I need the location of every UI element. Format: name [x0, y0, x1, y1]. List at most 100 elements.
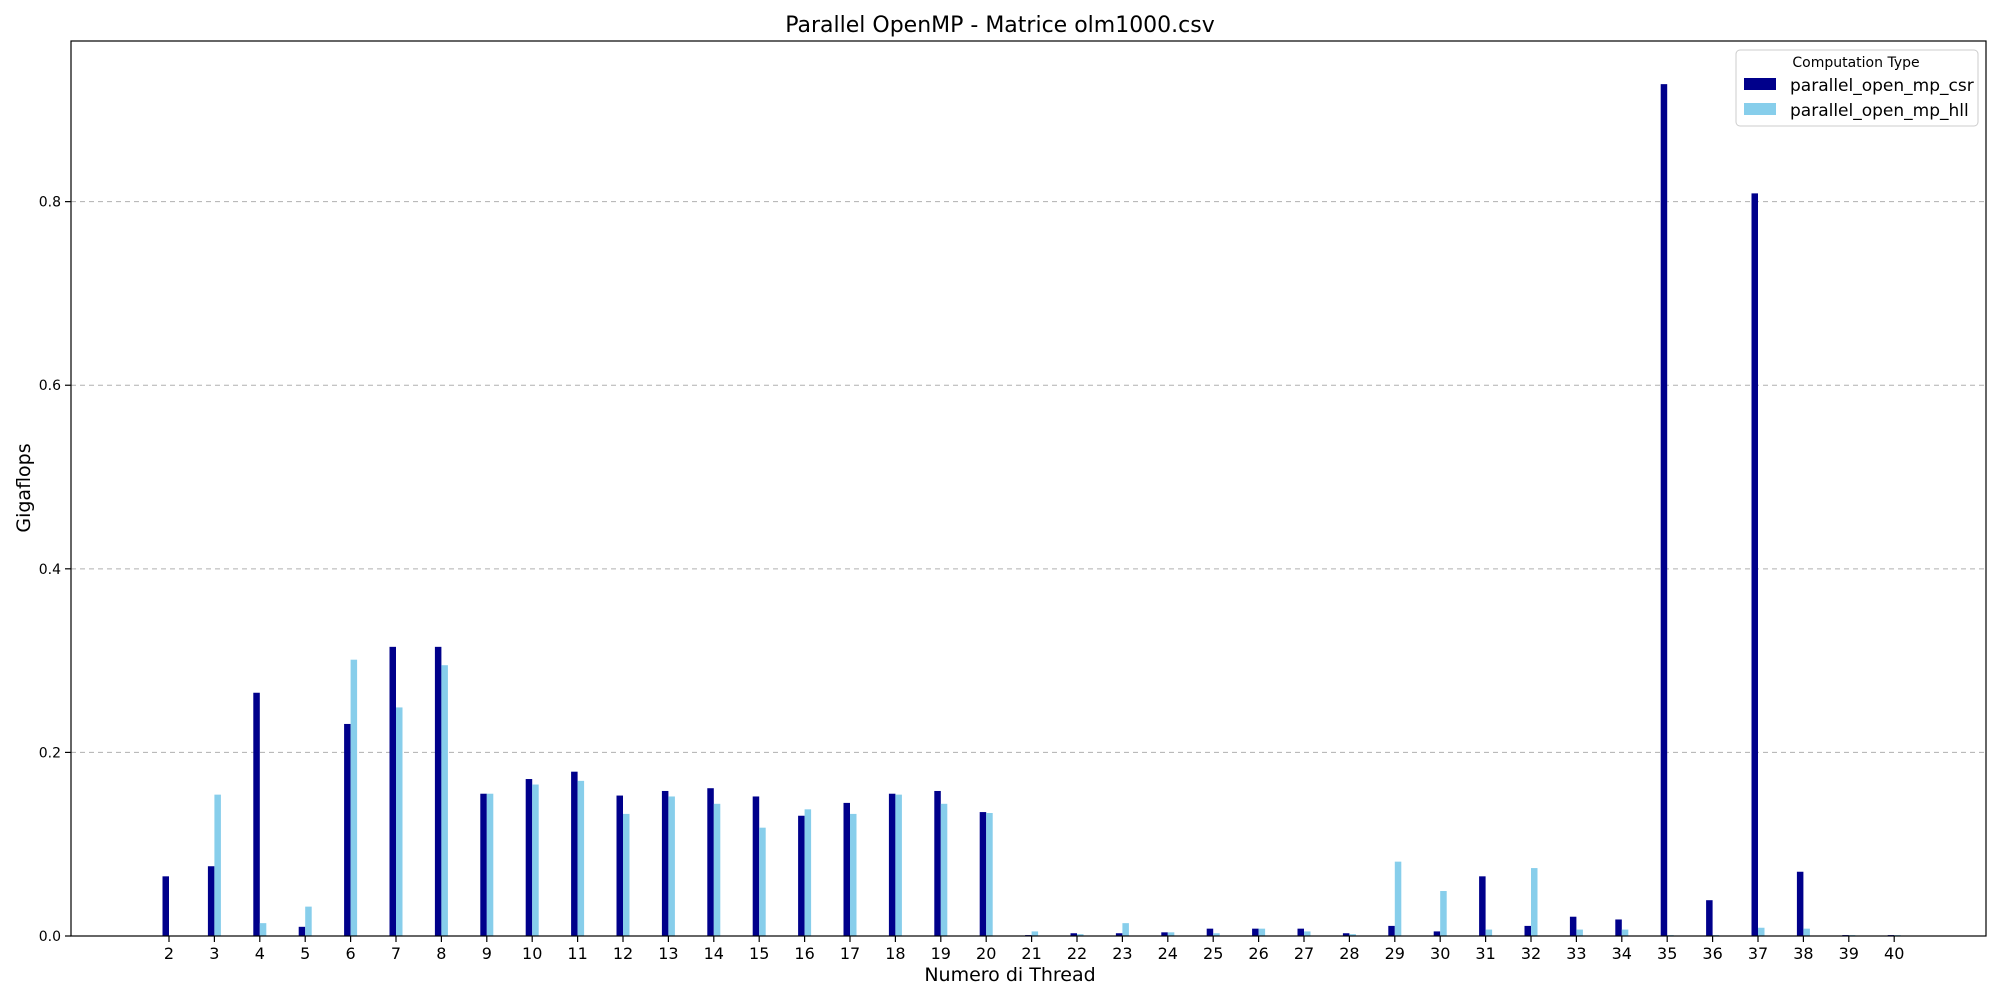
- bar-csr-3: [207, 866, 215, 936]
- bar-hll-16: [804, 809, 812, 936]
- bar-hll-24: [1167, 932, 1175, 936]
- bar-csr-25: [1206, 928, 1214, 936]
- bar-hll-33: [1576, 929, 1583, 936]
- bar-csr-31: [1479, 876, 1486, 936]
- bar-hll-17: [850, 813, 857, 936]
- bar-csr-16: [798, 815, 805, 936]
- bar-csr-36: [1706, 900, 1713, 936]
- legend-label-csr: parallel_open_mp_csr: [1790, 76, 1974, 96]
- bar-hll-21: [1031, 931, 1039, 936]
- x-tick-label: 20: [976, 944, 996, 963]
- bar-hll-31: [1485, 929, 1493, 936]
- x-tick-label: 12: [613, 944, 633, 963]
- x-tick-label: 6: [346, 944, 356, 963]
- y-tick-label: 0.0: [39, 929, 61, 945]
- bar-hll-6: [350, 659, 358, 936]
- bar-hll-28: [1349, 934, 1356, 936]
- bar-csr-37: [1751, 193, 1758, 936]
- bar-hll-23: [1122, 923, 1129, 936]
- x-tick-label: 10: [522, 944, 542, 963]
- x-tick-label: 4: [255, 944, 265, 963]
- bar-csr-33: [1569, 916, 1577, 936]
- bar-csr-7: [389, 646, 396, 936]
- x-tick-label: 21: [1021, 944, 1041, 963]
- x-tick-label: 17: [840, 944, 860, 963]
- bar-csr-5: [298, 926, 306, 936]
- bar-hll-29: [1394, 861, 1402, 936]
- plot-frame: [70, 40, 1987, 937]
- y-tick-label: 0.8: [39, 195, 61, 211]
- x-tick-label: 36: [1702, 944, 1722, 963]
- bar-hll-32: [1531, 868, 1538, 936]
- bar-csr-14: [707, 788, 714, 936]
- bar-hll-26: [1258, 928, 1266, 936]
- x-tick-label: 8: [436, 944, 446, 963]
- x-axis-ticks: 2 3 4 5 6 7 8 9 10 11 12 13 14 15 16 17 18 19 20 21 22 23 24 25…: [164, 936, 1904, 963]
- x-tick-label: 22: [1067, 944, 1087, 963]
- bar-hll-25: [1213, 933, 1220, 936]
- x-tick-label: 38: [1793, 944, 1813, 963]
- y-axis-ticks: 0.0 0.2 0.4 0.6 0.8: [39, 195, 71, 945]
- bar-hll-38: [1803, 928, 1810, 936]
- x-tick-label: 23: [1112, 944, 1132, 963]
- bar-csr-4: [253, 692, 260, 936]
- bar-hll-4: [259, 923, 267, 936]
- legend-swatch-csr: [1744, 78, 1776, 90]
- legend-title: Computation Type: [1792, 55, 1919, 71]
- x-tick-label: 5: [300, 944, 310, 963]
- bar-csr-6: [344, 723, 351, 936]
- x-tick-label: 29: [1385, 944, 1405, 963]
- x-tick-label: 15: [749, 944, 769, 963]
- bar-hll-18: [895, 794, 902, 936]
- x-tick-label: 14: [704, 944, 724, 963]
- bar-hll-27: [1304, 931, 1311, 936]
- bar-csr-10: [525, 779, 533, 936]
- bar-csr-12: [616, 795, 623, 936]
- bar-hll-15: [759, 827, 766, 936]
- bar-hll-10: [532, 784, 539, 936]
- x-tick-label: 34: [1612, 944, 1632, 963]
- gridlines: [71, 201, 1986, 753]
- x-tick-label: 11: [567, 944, 587, 963]
- x-tick-label: 3: [209, 944, 219, 963]
- legend-box: [1735, 49, 1979, 127]
- chart-title: Parallel OpenMP - Matrice olm1000.csv: [785, 13, 1215, 38]
- bar-csr-35: [1660, 84, 1668, 936]
- bar-csr-38: [1796, 871, 1804, 936]
- x-tick-label: 7: [391, 944, 401, 963]
- bar-hll-5: [305, 906, 312, 936]
- x-tick-label: 2: [164, 944, 174, 963]
- x-tick-label: 30: [1430, 944, 1450, 963]
- bar-hll-13: [668, 796, 675, 936]
- bar-csr-18: [888, 793, 896, 936]
- x-tick-label: 39: [1839, 944, 1859, 963]
- bars: [162, 84, 1901, 936]
- bar-hll-37: [1758, 927, 1765, 936]
- x-tick-label: 31: [1475, 944, 1495, 963]
- legend: Computation Type parallel_open_mp_csr pa…: [1735, 49, 1979, 127]
- x-tick-label: 25: [1203, 944, 1223, 963]
- legend-swatch-hll: [1744, 103, 1776, 115]
- bar-hll-19: [940, 803, 948, 936]
- bar-hll-14: [713, 803, 721, 936]
- y-tick-label: 0.4: [39, 562, 61, 578]
- x-tick-label: 24: [1158, 944, 1178, 963]
- x-tick-label: 33: [1566, 944, 1586, 963]
- bar-hll-20: [986, 812, 993, 936]
- y-tick-label: 0.2: [39, 745, 61, 761]
- bar-csr-2: [162, 876, 169, 936]
- x-tick-label: 37: [1748, 944, 1768, 963]
- x-tick-label: 13: [658, 944, 678, 963]
- bar-hll-7: [396, 707, 403, 936]
- x-tick-label: 9: [482, 944, 492, 963]
- bar-csr-30: [1433, 931, 1441, 936]
- bar-csr-32: [1524, 925, 1531, 936]
- legend-label-hll: parallel_open_mp_hll: [1790, 101, 1969, 121]
- bar-csr-8: [434, 646, 442, 936]
- x-axis-title: Numero di Thread: [924, 964, 1095, 986]
- x-tick-label: 28: [1339, 944, 1359, 963]
- bar-hll-9: [486, 793, 494, 936]
- bar-csr-28: [1342, 933, 1350, 936]
- bar-csr-17: [843, 802, 850, 936]
